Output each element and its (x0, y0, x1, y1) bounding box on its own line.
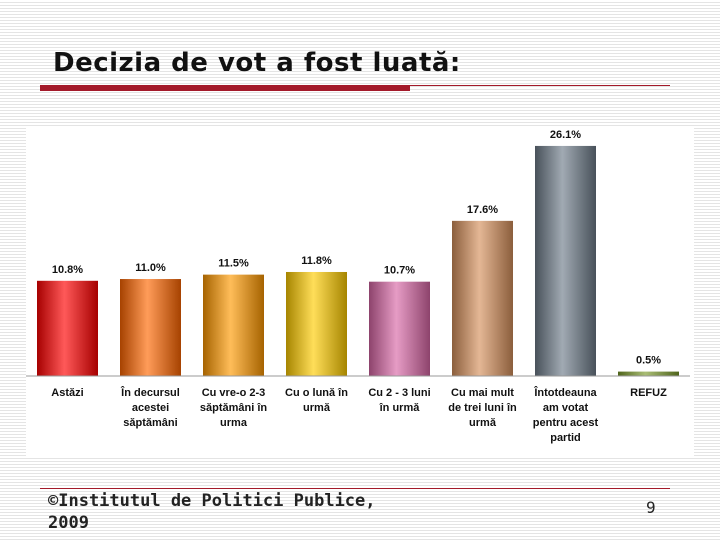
bar (120, 279, 181, 376)
data-label: 11.0% (135, 262, 166, 274)
title-underline-bar (40, 85, 410, 91)
slide-title: Decizia de vot a fost luată: (53, 48, 461, 78)
labels-layer: 10.8% Astăzi 11.0% În decursul acestei săptăm… (51, 129, 667, 444)
bar (37, 280, 98, 376)
bar-chart: 10.8% Astăzi 11.0% În decursul acestei săptăm… (26, 129, 690, 444)
footer-divider (40, 488, 670, 489)
category-label: În decursul acestei săptămâni (120, 386, 180, 429)
bar (452, 220, 513, 376)
bar (535, 145, 596, 376)
category-label: Cu 2 - 3 luni în urmă (368, 387, 430, 414)
data-label: 10.7% (384, 265, 415, 277)
category-label: Astăzi (51, 387, 83, 399)
category-label: Întotdeauna am votat pentru acest partid (533, 386, 599, 444)
bars-layer (37, 145, 679, 376)
data-label: 26.1% (550, 129, 581, 141)
data-label: 11.8% (301, 255, 332, 267)
data-label: 0.5% (636, 355, 661, 367)
data-label: 11.5% (218, 258, 249, 270)
category-label: Cu vre-o 2-3 săptămâni în urma (200, 387, 268, 429)
chart-panel: 10.8% Astăzi 11.0% În decursul acestei săptăm… (26, 126, 694, 456)
title-underline-line (410, 85, 670, 86)
category-label: Cu mai mult de trei luni în urmă (448, 387, 517, 429)
bar (369, 281, 430, 376)
category-label: REFUZ (630, 387, 667, 399)
footer-credit: ©Institutul de Politici Publice, 2009 (48, 491, 376, 533)
page-number: 9 (646, 498, 656, 517)
bar (618, 371, 679, 376)
data-label: 10.8% (52, 264, 83, 276)
data-label: 17.6% (467, 204, 498, 216)
bar (286, 271, 347, 376)
category-label: Cu o lună în urmă (285, 387, 348, 414)
bar (203, 274, 264, 376)
